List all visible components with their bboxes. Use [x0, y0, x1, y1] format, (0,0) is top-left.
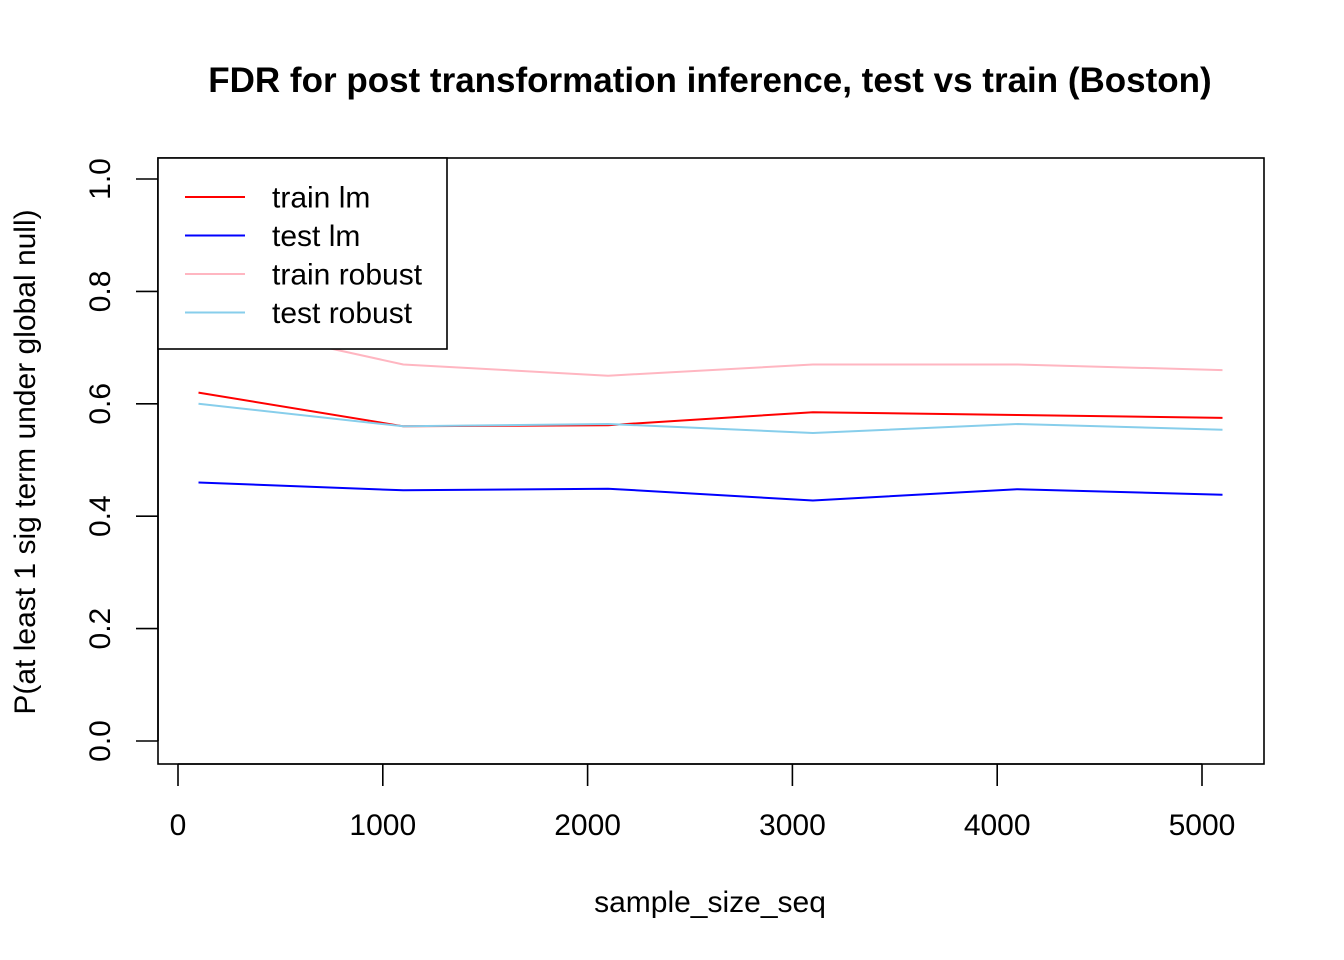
x-tick-label: 5000	[1169, 809, 1236, 842]
x-tick-label: 0	[170, 809, 187, 842]
series-line-train-robust	[198, 318, 1223, 377]
x-tick-label: 3000	[759, 809, 826, 842]
y-axis-label: P(at least 1 sig term under global null)	[9, 209, 42, 714]
y-axis: 0.0 0.2 0.4 0.6 0.8 1.0	[84, 158, 159, 762]
y-tick-label: 0.6	[84, 383, 117, 425]
series-line-test-lm	[198, 481, 1223, 502]
legend: train lm test lm train robust test robust	[157, 157, 448, 350]
series-line-test-robust	[198, 402, 1223, 434]
y-tick-label: 0.2	[84, 608, 117, 650]
y-tick-label: 0.8	[84, 271, 117, 313]
legend-box	[157, 157, 448, 350]
legend-label: test robust	[272, 297, 413, 330]
series-layer	[198, 318, 1223, 502]
chart-title: FDR for post transformation inference, t…	[208, 61, 1211, 100]
x-tick-label: 1000	[349, 809, 416, 842]
x-tick-label: 4000	[964, 809, 1031, 842]
series-line-train-lm	[198, 391, 1223, 428]
x-axis-label: sample_size_seq	[594, 886, 826, 919]
y-tick-label: 0.4	[84, 495, 117, 537]
y-tick-label: 1.0	[84, 158, 117, 200]
legend-label: train lm	[272, 182, 370, 215]
x-tick-label: 2000	[554, 809, 621, 842]
legend-label: test lm	[272, 220, 360, 253]
legend-label: train robust	[272, 259, 423, 292]
x-axis: 0 1000 2000 3000 4000 5000	[170, 763, 1236, 842]
y-tick-label: 0.0	[84, 720, 117, 762]
